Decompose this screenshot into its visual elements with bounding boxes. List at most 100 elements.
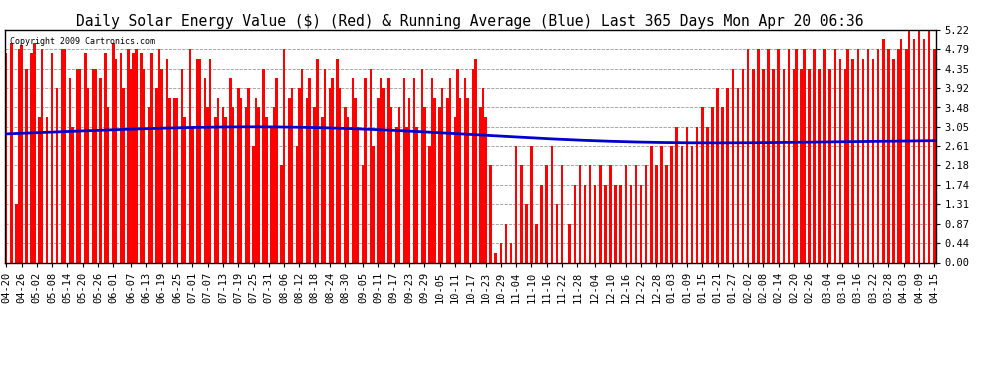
Bar (252, 146, 254, 262)
Bar (362, 165, 364, 262)
Bar (321, 117, 324, 262)
Bar (168, 98, 170, 262)
Bar (416, 127, 418, 262)
Bar (120, 53, 122, 262)
Bar (86, 88, 89, 262)
Bar (46, 117, 49, 262)
Bar (494, 253, 497, 262)
Bar (20, 45, 23, 262)
Bar (240, 98, 243, 262)
Bar (176, 98, 178, 262)
Bar (356, 127, 359, 262)
Bar (217, 98, 219, 262)
Bar (107, 107, 110, 262)
Bar (545, 165, 548, 262)
Bar (640, 185, 643, 262)
Bar (660, 146, 662, 262)
Bar (257, 107, 260, 262)
Bar (630, 185, 633, 262)
Bar (928, 30, 931, 262)
Bar (856, 49, 859, 262)
Bar (61, 49, 63, 262)
Bar (489, 165, 492, 262)
Bar (364, 78, 367, 262)
Bar (18, 49, 20, 262)
Bar (84, 53, 86, 262)
Bar (150, 53, 152, 262)
Bar (680, 146, 683, 262)
Bar (301, 69, 303, 262)
Bar (143, 69, 146, 262)
Bar (767, 49, 770, 262)
Bar (448, 78, 451, 262)
Bar (897, 49, 900, 262)
Bar (742, 69, 744, 262)
Bar (262, 69, 265, 262)
Bar (408, 98, 410, 262)
Bar (395, 127, 398, 262)
Bar (727, 88, 729, 262)
Bar (10, 43, 13, 262)
Bar (115, 59, 117, 262)
Bar (456, 69, 458, 262)
Bar (33, 43, 36, 262)
Bar (56, 88, 58, 262)
Bar (777, 49, 780, 262)
Bar (5, 53, 8, 262)
Bar (94, 69, 97, 262)
Bar (788, 49, 790, 262)
Bar (79, 69, 81, 262)
Bar (206, 107, 209, 262)
Bar (589, 165, 591, 262)
Bar (38, 117, 41, 262)
Bar (843, 69, 846, 262)
Bar (795, 49, 798, 262)
Bar (214, 117, 217, 262)
Bar (706, 127, 709, 262)
Bar (92, 69, 94, 262)
Bar (324, 69, 326, 262)
Bar (453, 117, 456, 262)
Bar (711, 107, 714, 262)
Bar (686, 127, 688, 262)
Bar (248, 88, 249, 262)
Bar (851, 59, 854, 262)
Bar (573, 185, 576, 262)
Bar (846, 49, 848, 262)
Bar (346, 117, 349, 262)
Bar (26, 69, 28, 262)
Bar (439, 107, 441, 262)
Bar (230, 78, 232, 262)
Bar (550, 146, 553, 262)
Bar (782, 69, 785, 262)
Bar (772, 69, 775, 262)
Bar (515, 146, 518, 262)
Bar (272, 107, 275, 262)
Bar (382, 88, 385, 262)
Bar (224, 117, 227, 262)
Bar (474, 59, 476, 262)
Bar (122, 88, 125, 262)
Bar (839, 59, 842, 262)
Bar (140, 53, 143, 262)
Bar (808, 69, 811, 262)
Bar (701, 107, 704, 262)
Bar (270, 127, 272, 262)
Bar (148, 107, 150, 262)
Bar (232, 107, 235, 262)
Bar (403, 78, 405, 262)
Bar (813, 49, 816, 262)
Bar (471, 69, 474, 262)
Bar (423, 107, 426, 262)
Bar (183, 117, 186, 262)
Bar (635, 165, 638, 262)
Bar (578, 165, 581, 262)
Bar (158, 49, 160, 262)
Bar (135, 49, 138, 262)
Bar (316, 59, 319, 262)
Bar (280, 165, 283, 262)
Bar (675, 127, 678, 262)
Bar (541, 185, 543, 262)
Bar (173, 98, 176, 262)
Bar (290, 88, 293, 262)
